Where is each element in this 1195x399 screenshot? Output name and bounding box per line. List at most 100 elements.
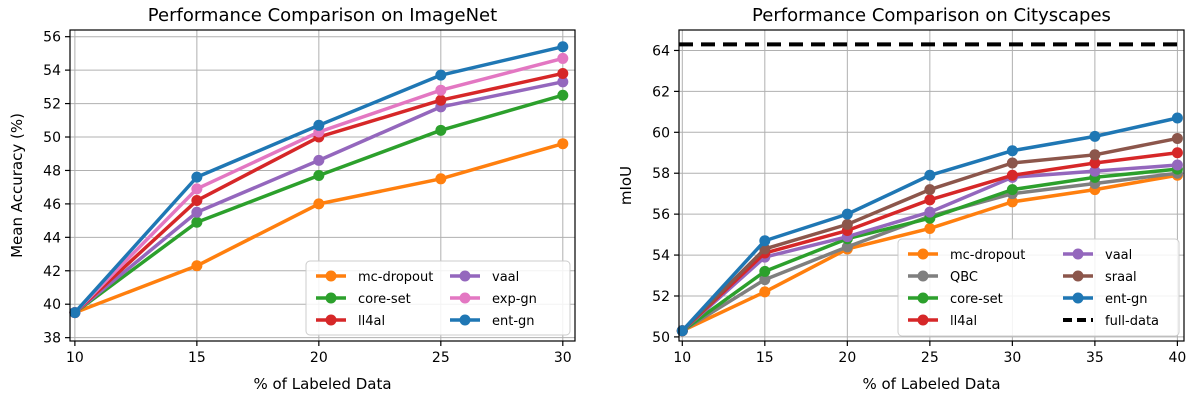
data-point-vaal [924, 206, 936, 218]
data-point-mc-dropout [924, 222, 936, 234]
y-tick-label: 54 [43, 63, 61, 79]
legend-item-core-set: core-set [908, 292, 1003, 307]
x-tick-label: 15 [756, 350, 774, 366]
x-tick-label: 25 [432, 350, 450, 366]
data-point-ent-gn [759, 235, 771, 247]
legend-label: ent-gn [492, 314, 535, 329]
legend-marker [325, 314, 337, 326]
y-tick-label: 56 [43, 30, 61, 46]
legend-label: ll4al [358, 314, 385, 329]
x-tick-label: 15 [188, 350, 206, 366]
series-ent-gn [69, 41, 569, 319]
data-point-vaal [557, 76, 569, 88]
legend-item-ll4al: ll4al [316, 314, 385, 329]
data-point-ent-gn [1089, 130, 1101, 142]
legend-label: core-set [950, 292, 1003, 307]
x-tick-label: 20 [838, 350, 856, 366]
data-point-core-set [313, 169, 325, 181]
data-point-core-set [435, 124, 447, 136]
legend-marker [917, 292, 929, 304]
data-point-ent-gn [1006, 145, 1018, 157]
legend-item-ent-gn: ent-gn [1063, 292, 1148, 307]
legend-marker [917, 314, 929, 326]
x-tick-label: 30 [1003, 350, 1021, 366]
legend-marker [325, 292, 337, 304]
data-point-ll4al [1089, 157, 1101, 169]
legend-label: sraal [1105, 270, 1137, 285]
data-point-mc-dropout [1006, 196, 1018, 208]
data-point-ent-gn [69, 307, 81, 319]
data-point-exp-gn [557, 52, 569, 64]
legend-label: exp-gn [492, 292, 537, 307]
y-tick-label: 58 [652, 166, 670, 182]
y-tick-label: 56 [652, 207, 670, 223]
y-axis-label: Mean Accuracy (%) [8, 113, 26, 258]
legend-label: vaal [492, 270, 519, 285]
chart-title: Performance Comparison on Cityscapes [752, 5, 1111, 26]
data-point-sraal [1089, 149, 1101, 161]
legend-marker [325, 270, 337, 282]
data-point-sraal [924, 184, 936, 196]
legend-label: mc-dropout [950, 248, 1025, 263]
chart-title: Performance Comparison on ImageNet [148, 5, 497, 26]
legend-marker [917, 270, 929, 282]
grid [70, 30, 575, 341]
legend-label: QBC [950, 270, 978, 285]
y-tick-label: 46 [43, 197, 61, 213]
y-tick-label: 50 [43, 130, 61, 146]
legend-item-QBC: QBC [908, 270, 978, 285]
series-vaal [69, 76, 569, 319]
legend-marker [917, 248, 929, 260]
x-tick-label: 35 [1086, 350, 1104, 366]
legend-item-ll4al: ll4al [908, 314, 977, 329]
legend-item-mc-dropout: mc-dropout [316, 270, 433, 285]
y-tick-label: 38 [43, 331, 61, 347]
data-point-core-set [1006, 184, 1018, 196]
legend-marker [1072, 270, 1084, 282]
data-point-ll4al [557, 67, 569, 79]
legend-marker [1072, 248, 1084, 260]
legend-label: core-set [358, 292, 411, 307]
legend-label: vaal [1105, 248, 1132, 263]
legend-marker [459, 292, 471, 304]
data-point-ll4al [1006, 169, 1018, 181]
x-tick-label: 20 [310, 350, 328, 366]
data-point-mc-dropout [759, 286, 771, 298]
data-point-vaal [1171, 159, 1183, 171]
y-tick-label: 50 [652, 330, 670, 346]
legend-label: mc-dropout [358, 270, 433, 285]
legend-item-ent-gn: ent-gn [450, 314, 535, 329]
series-exp-gn [69, 52, 569, 319]
x-axis-label: % of Labeled Data [253, 375, 391, 393]
y-tick-label: 60 [652, 125, 670, 141]
y-tick-label: 52 [652, 289, 670, 305]
legend-item-vaal: vaal [450, 270, 519, 285]
legend-item-vaal: vaal [1063, 248, 1132, 263]
data-point-vaal [313, 154, 325, 166]
imagenet-chart: 10 15 20 25 30 38 40 42 44 46 48 50 52 54 56 Performanc… [8, 5, 576, 393]
data-point-QBC [841, 241, 853, 253]
data-point-ent-gn [841, 208, 853, 220]
data-point-QBC [759, 274, 771, 286]
legend-marker [459, 270, 471, 282]
data-point-core-set [191, 216, 203, 228]
data-point-ent-gn [191, 171, 203, 183]
data-point-core-set [557, 89, 569, 101]
legend-box [305, 260, 571, 336]
plot-frame [678, 29, 1185, 342]
data-point-mc-dropout [557, 138, 569, 150]
legend-label: full-data [1105, 314, 1159, 329]
legend-marker [1072, 292, 1084, 304]
legend-item-core-set: core-set [316, 292, 411, 307]
x-axis-label: % of Labeled Data [862, 375, 1000, 393]
legend-item-sraal: sraal [1063, 270, 1137, 285]
y-tick-label: 54 [652, 248, 670, 264]
legend-box [897, 238, 1180, 337]
y-tick-label: 62 [652, 84, 670, 100]
data-point-core-set [759, 265, 771, 277]
y-tick-label: 44 [43, 230, 61, 246]
data-point-ll4al [1171, 147, 1183, 159]
data-point-ent-gn [924, 169, 936, 181]
data-point-sraal [1171, 132, 1183, 144]
